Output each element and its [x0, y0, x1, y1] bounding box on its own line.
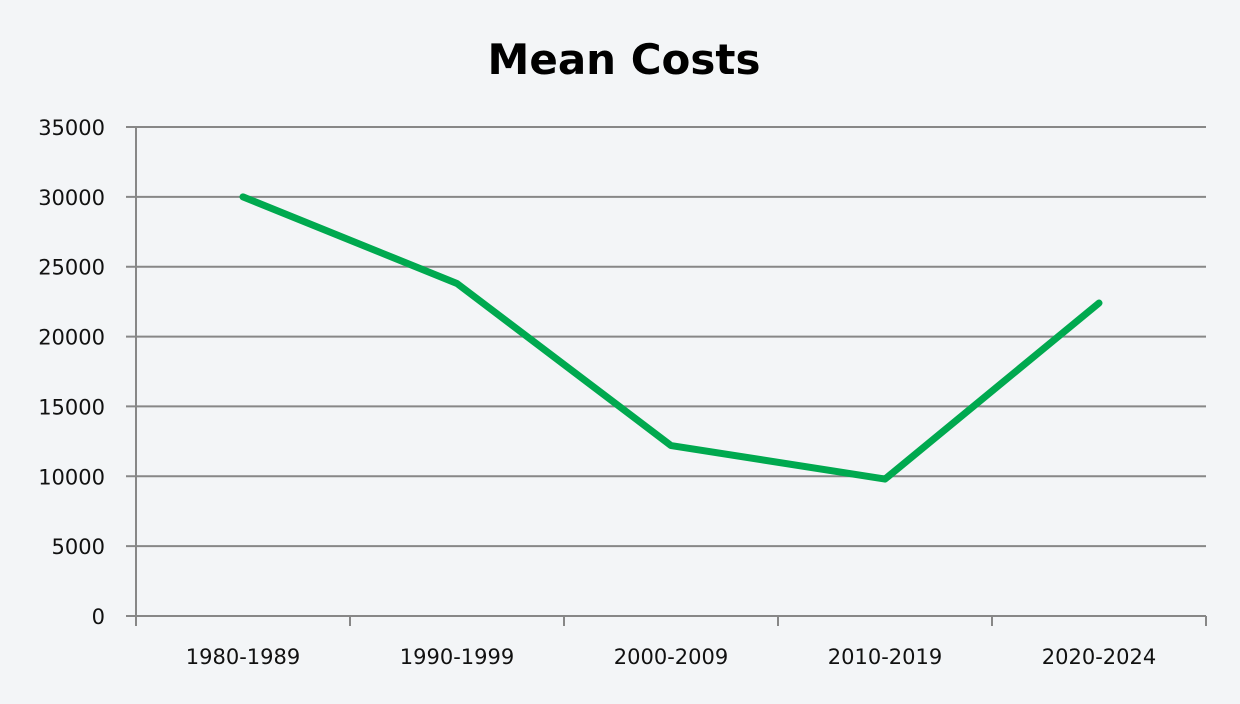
y-tick-label: 0 — [92, 605, 105, 629]
series-line — [239, 193, 1103, 483]
series-group — [239, 193, 1103, 483]
y-tick-label: 20000 — [38, 326, 105, 350]
y-tick-label: 35000 — [38, 116, 105, 140]
x-tick-label: 2020-2024 — [1042, 645, 1156, 669]
x-tick-label: 2010-2019 — [828, 645, 942, 669]
y-axis-ticks: 0 5000 10000 15000 20000 25000 30000 35000 — [38, 116, 105, 629]
x-tick-label: 2000-2009 — [614, 645, 728, 669]
x-tick-label: 1980-1989 — [186, 645, 300, 669]
x-axis: 1980-1989 1990-1999 2000-2009 2010-2019 2020… — [135, 127, 1207, 669]
y-tick-label: 30000 — [38, 186, 105, 210]
x-tick-label: 1990-1999 — [400, 645, 514, 669]
y-tick-label: 10000 — [38, 465, 105, 489]
y-tick-label: 5000 — [52, 535, 105, 559]
y-tick-label: 25000 — [38, 256, 105, 280]
y-tick-label: 15000 — [38, 395, 105, 419]
chart-title: Mean Costs — [488, 35, 761, 84]
gridlines — [126, 126, 1206, 617]
